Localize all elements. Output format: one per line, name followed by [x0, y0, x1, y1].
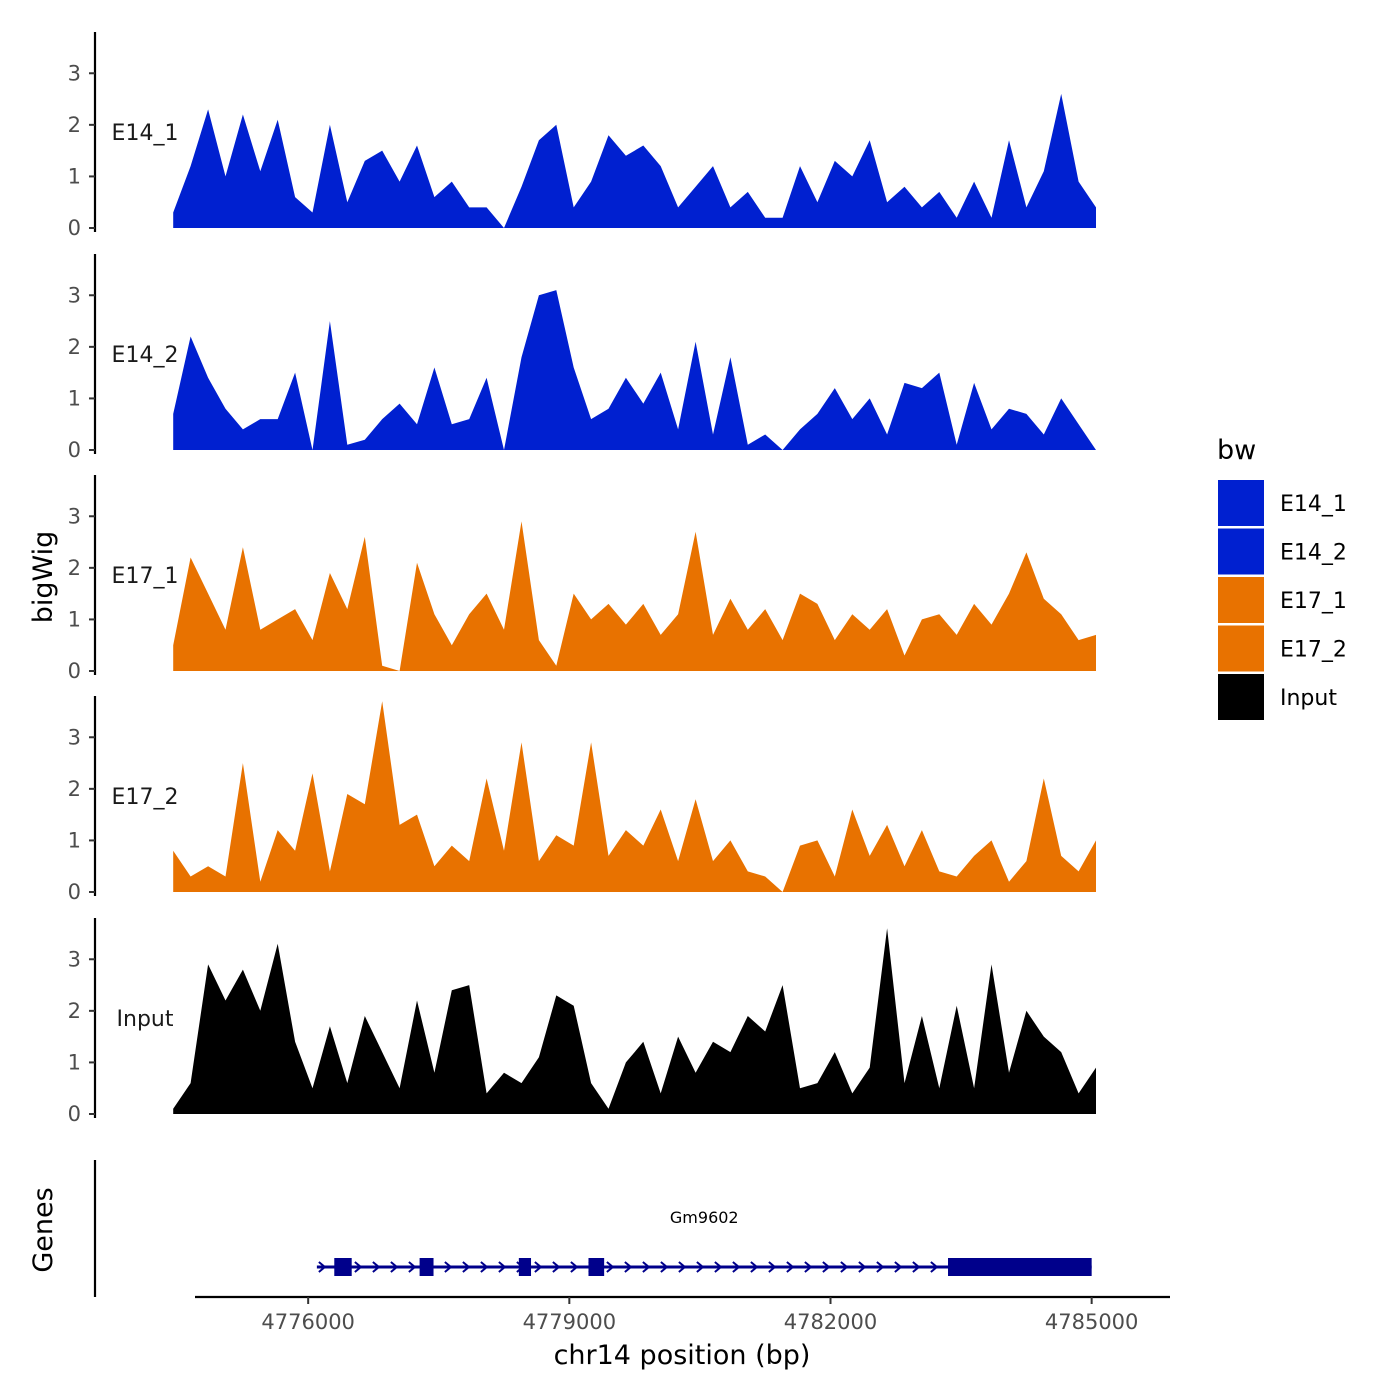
legend-swatch-Input: [1218, 674, 1264, 720]
strand-arrow-icon: [408, 1261, 417, 1273]
y-tick-label: 1: [68, 164, 81, 188]
y-tick-label: 1: [68, 607, 81, 631]
strand-arrow-icon: [390, 1261, 399, 1273]
legend-swatch-E14_1: [1218, 480, 1264, 526]
y-tick-label: 1: [68, 1050, 81, 1074]
y-tick-label: 0: [68, 216, 81, 240]
genes-axis-title: Genes: [28, 1187, 59, 1272]
y-tick-label: 3: [68, 725, 81, 749]
legend-items: E14_1 E14_2 E17_1 E17_2 Input: [1218, 480, 1347, 720]
y-tick-label: 1: [68, 828, 81, 852]
gene-exon: [334, 1258, 352, 1276]
strand-arrow-icon: [876, 1261, 885, 1273]
x-axis-title: chr14 position (bp): [554, 1340, 811, 1371]
gene-exon: [419, 1258, 434, 1276]
coverage-area-E17_1: [173, 521, 1096, 671]
strand-arrow-icon: [822, 1261, 831, 1273]
strand-arrow-icon: [732, 1261, 741, 1273]
y-tick-label: 1: [68, 386, 81, 410]
strand-arrow-icon: [768, 1261, 777, 1273]
track-label-E17_1: E17_1: [112, 564, 179, 589]
x-tick-label: 4782000: [784, 1310, 878, 1334]
coverage-area-E17_2: [173, 701, 1096, 892]
track-Input: 0 1 2 3 Input: [68, 918, 1096, 1126]
y-tick-label: 0: [68, 1102, 81, 1126]
strand-arrow-icon: [534, 1261, 543, 1273]
track-E14_1: 0 1 2 3 E14_1: [68, 32, 1096, 240]
y-tick-label: 0: [68, 880, 81, 904]
legend-swatch-E17_2: [1218, 625, 1264, 672]
y-tick-label: 2: [68, 777, 81, 801]
legend-label-E14_1: E14_1: [1280, 492, 1347, 517]
y-tick-label: 2: [68, 556, 81, 580]
strand-arrow-icon: [570, 1261, 579, 1273]
track-label-Input: Input: [117, 1007, 174, 1032]
y-tick-label: 0: [68, 659, 81, 683]
gene-exon: [588, 1258, 605, 1276]
y-axis-title: bigWig: [28, 531, 59, 624]
track-E17_1: 0 1 2 3 E17_1: [68, 475, 1096, 683]
y-tick-label: 2: [68, 113, 81, 137]
track-label-E14_1: E14_1: [112, 121, 179, 146]
legend-swatch-E14_2: [1218, 528, 1264, 575]
strand-arrow-icon: [462, 1261, 471, 1273]
track-E17_2: 0 1 2 3 E17_2: [68, 696, 1096, 904]
strand-arrow-icon: [318, 1261, 327, 1273]
coverage-area-E14_1: [173, 93, 1096, 229]
strand-arrow-icon: [642, 1261, 651, 1273]
strand-arrow-icon: [858, 1261, 867, 1273]
strand-arrow-icon: [750, 1261, 759, 1273]
y-tick-label: 2: [68, 999, 81, 1023]
strand-arrow-icon: [912, 1261, 921, 1273]
track-label-E14_2: E14_2: [112, 343, 179, 368]
gene-exon: [518, 1258, 532, 1276]
gene-label: Gm9602: [670, 1208, 739, 1227]
legend: bw E14_1 E14_2 E17_1 E17_2 Input: [1217, 435, 1347, 720]
strand-arrow-icon: [480, 1261, 489, 1273]
strand-arrow-icon: [552, 1261, 561, 1273]
strand-arrow-icon: [624, 1261, 633, 1273]
strand-arrow-icon: [498, 1261, 507, 1273]
x-tick-label: 4776000: [261, 1310, 355, 1334]
legend-swatch-E17_1: [1218, 577, 1264, 623]
x-tick-label: 4785000: [1045, 1310, 1139, 1334]
gene-exon: [948, 1258, 1092, 1276]
strand-arrow-icon: [804, 1261, 813, 1273]
strand-arrow-icon: [894, 1261, 903, 1273]
track-label-E17_2: E17_2: [112, 785, 179, 810]
strand-arrow-icon: [660, 1261, 669, 1273]
strand-arrow-icon: [696, 1261, 705, 1273]
y-tick-label: 3: [68, 283, 81, 307]
coverage-tracks: 0 1 2 3 E14_1 0 1 2 3 E14_2 0 1 2 3 E17_1 0 1 2 3 E17_2 0 1 2 3…: [68, 32, 1096, 1126]
x-tick-label: 4779000: [523, 1310, 617, 1334]
y-tick-label: 3: [68, 504, 81, 528]
strand-arrow-icon: [444, 1261, 453, 1273]
y-tick-label: 2: [68, 335, 81, 359]
track-E14_2: 0 1 2 3 E14_2: [68, 254, 1096, 462]
legend-label-E14_2: E14_2: [1280, 541, 1347, 566]
y-tick-label: 3: [68, 61, 81, 85]
strand-arrow-icon: [606, 1261, 615, 1273]
strand-arrow-icon: [786, 1261, 795, 1273]
legend-label-E17_2: E17_2: [1280, 638, 1347, 663]
strand-arrow-icon: [354, 1261, 363, 1273]
y-tick-label: 3: [68, 947, 81, 971]
legend-label-E17_1: E17_1: [1280, 589, 1347, 614]
coverage-area-E14_2: [173, 290, 1096, 450]
strand-arrow-icon: [714, 1261, 723, 1273]
x-axis: 4776000 4779000 4782000 4785000: [195, 1295, 1170, 1334]
strand-arrow-icon: [840, 1261, 849, 1273]
coverage-area-Input: [173, 928, 1096, 1114]
strand-arrow-icon: [930, 1261, 939, 1273]
strand-arrow-icon: [372, 1261, 381, 1273]
y-tick-label: 0: [68, 438, 81, 462]
gene-Gm9602: Gm9602: [316, 1208, 1092, 1276]
legend-label-Input: Input: [1280, 686, 1337, 711]
legend-title: bw: [1217, 435, 1256, 466]
genes-panel: Gm9602: [93, 1160, 1092, 1297]
strand-arrow-icon: [678, 1261, 687, 1273]
